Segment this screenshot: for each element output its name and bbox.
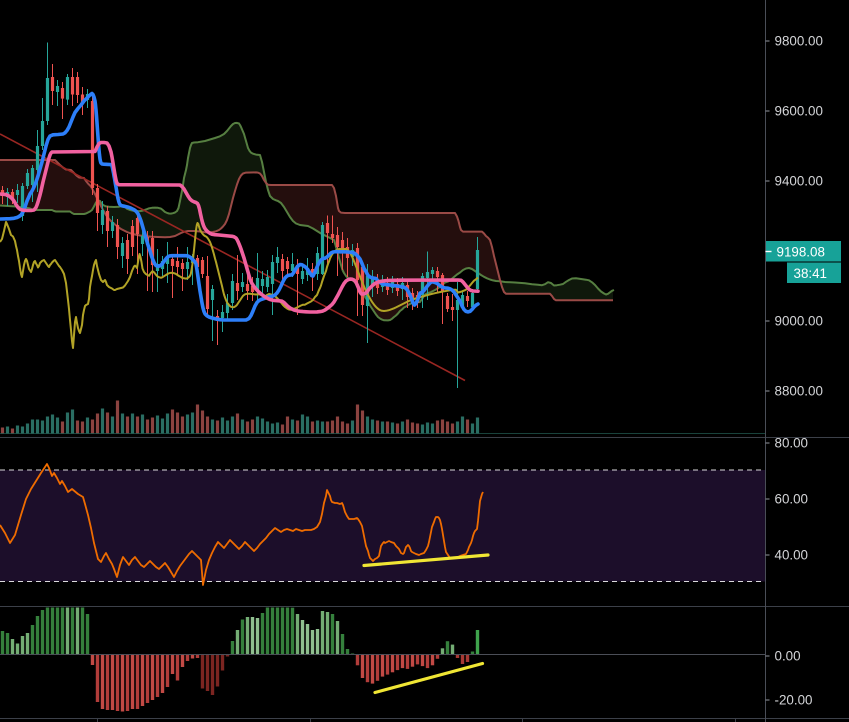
svg-text:9800.00: 9800.00 — [775, 34, 823, 49]
svg-text:80.00: 80.00 — [775, 436, 809, 451]
svg-text:40.00: 40.00 — [775, 548, 809, 563]
svg-text:9600.00: 9600.00 — [775, 104, 823, 119]
svg-text:9000.00: 9000.00 — [775, 314, 823, 329]
svg-text:38:41: 38:41 — [794, 266, 828, 281]
svg-text:8800.00: 8800.00 — [775, 384, 823, 399]
svg-text:9400.00: 9400.00 — [775, 174, 823, 189]
svg-text:-20.00: -20.00 — [775, 693, 813, 708]
svg-text:0.00: 0.00 — [775, 649, 801, 664]
svg-text:9198.08: 9198.08 — [777, 244, 825, 259]
svg-text:60.00: 60.00 — [775, 492, 809, 507]
